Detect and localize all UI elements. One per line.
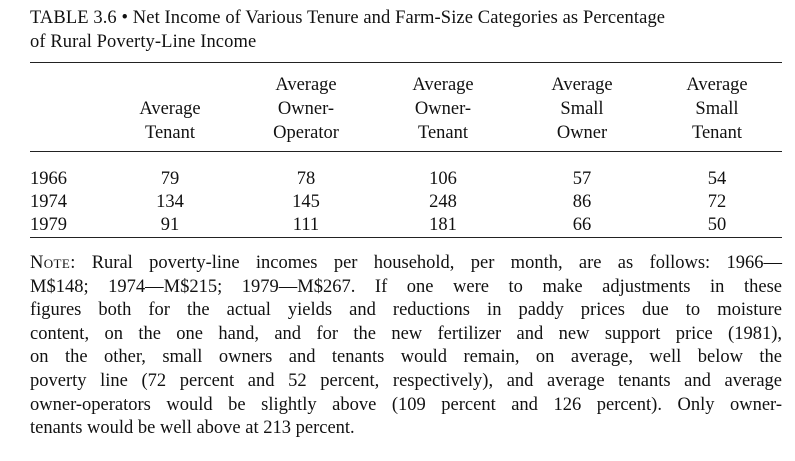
table-cell: 72 [707, 192, 727, 212]
table-cell: 54 [707, 169, 727, 189]
row-year: 1966 [30, 169, 67, 189]
table-note: Note: Rural poverty-line incomes per hou… [30, 252, 782, 441]
note-line-5: on the other, small owners and tenants w… [30, 347, 782, 368]
note-line-8: tenants would be well above at 213 perce… [30, 418, 355, 439]
table-cell: 134 [156, 192, 184, 212]
document-page: TABLE 3.6 • Net Income of Various Tenure… [30, 6, 782, 441]
column-header-small-tenant: Average Small Tenant [686, 75, 748, 143]
bottom-rule [30, 237, 782, 242]
caption-line-1: TABLE 3.6 • Net Income of Various Tenure… [30, 8, 666, 28]
income-table: Average Tenant Average Owner- Operator A… [30, 63, 782, 242]
table-cell: 79 [160, 169, 180, 189]
header-rule [30, 151, 782, 154]
row-year: 1974 [30, 192, 67, 212]
table-row: 1979 91 111 181 66 50 [30, 214, 782, 238]
note-line-6: poverty line (72 percent and 52 percent,… [30, 370, 782, 391]
table-row: 1966 79 78 106 57 54 [30, 154, 782, 191]
column-header-small-owner: Average Small Owner [551, 75, 613, 143]
table-cell: 66 [572, 215, 592, 235]
note-line-1: Note: Rural poverty-line incomes per hou… [30, 253, 782, 273]
column-header-owner-operator: Average Owner- Operator [273, 75, 339, 143]
year-column-header [30, 63, 102, 152]
note-line-3: figures both for the actual yields and r… [30, 300, 782, 321]
table-cell: 57 [572, 169, 592, 189]
table-cell: 145 [292, 192, 320, 212]
column-header-owner-tenant: Average Owner- Tenant [412, 75, 474, 143]
table-cell: 50 [707, 215, 727, 235]
note-label: Note [30, 253, 71, 273]
column-header-average-tenant: Average Tenant [139, 99, 201, 143]
row-year: 1979 [30, 215, 67, 235]
table-cell: 86 [572, 192, 592, 212]
table-cell: 181 [429, 215, 457, 235]
table-row: 1974 134 145 248 86 72 [30, 191, 782, 214]
note-line-2: M$148; 1974—M$215; 1979—M$267. If one we… [30, 276, 782, 297]
table-cell: 78 [296, 169, 316, 189]
table-cell: 111 [292, 215, 320, 235]
top-rule [30, 62, 782, 63]
note-line-7: owner-operators would be slightly above … [30, 394, 782, 415]
table-cell: 248 [429, 192, 457, 212]
table-cell: 106 [429, 169, 457, 189]
header-row: Average Tenant Average Owner- Operator A… [30, 63, 782, 152]
table-cell: 91 [160, 215, 180, 235]
caption-line-2: of Rural Poverty-Line Income [30, 32, 257, 52]
note-line-4: content, on the one hand, and for the ne… [30, 323, 782, 344]
table-caption: TABLE 3.6 • Net Income of Various Tenure… [30, 6, 782, 54]
